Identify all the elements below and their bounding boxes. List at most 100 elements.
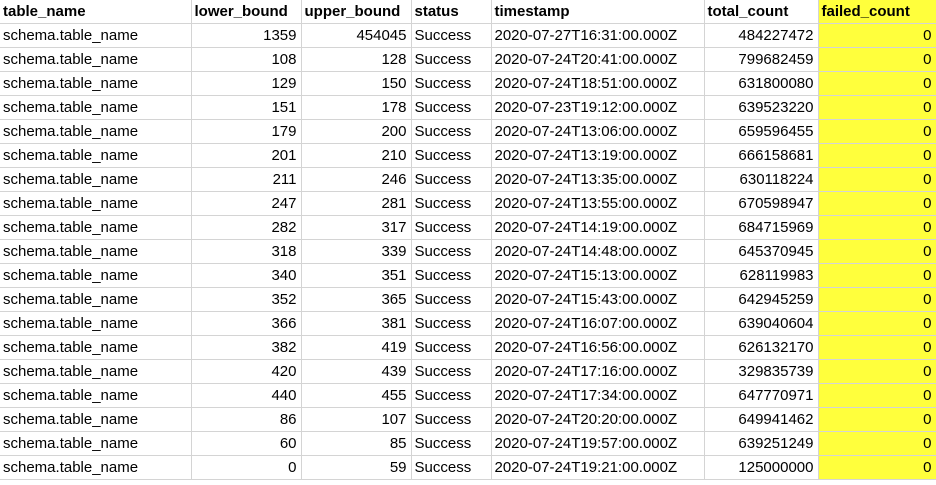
cell-upper-bound[interactable]: 178 bbox=[301, 95, 412, 120]
cell-timestamp[interactable]: 2020-07-24T19:57:00.000Z bbox=[491, 431, 705, 456]
cell-failed-count[interactable]: 0 bbox=[818, 215, 936, 240]
cell-table-name[interactable]: schema.table_name bbox=[0, 455, 192, 480]
cell-table-name[interactable]: schema.table_name bbox=[0, 407, 192, 432]
cell-failed-count[interactable]: 0 bbox=[818, 335, 936, 360]
cell-timestamp[interactable]: 2020-07-24T13:35:00.000Z bbox=[491, 167, 705, 192]
cell-upper-bound[interactable]: 281 bbox=[301, 191, 412, 216]
cell-failed-count[interactable]: 0 bbox=[818, 47, 936, 72]
cell-upper-bound[interactable]: 317 bbox=[301, 215, 412, 240]
cell-timestamp[interactable]: 2020-07-24T13:19:00.000Z bbox=[491, 143, 705, 168]
cell-total-count[interactable]: 659596455 bbox=[704, 119, 819, 144]
cell-failed-count[interactable]: 0 bbox=[818, 119, 936, 144]
cell-table-name[interactable]: schema.table_name bbox=[0, 263, 192, 288]
cell-failed-count[interactable]: 0 bbox=[818, 359, 936, 384]
cell-total-count[interactable]: 125000000 bbox=[704, 455, 819, 480]
cell-timestamp[interactable]: 2020-07-24T19:21:00.000Z bbox=[491, 455, 705, 480]
cell-upper-bound[interactable]: 246 bbox=[301, 167, 412, 192]
cell-status[interactable]: Success bbox=[411, 119, 492, 144]
cell-failed-count[interactable]: 0 bbox=[818, 191, 936, 216]
cell-upper-bound[interactable]: 107 bbox=[301, 407, 412, 432]
cell-status[interactable]: Success bbox=[411, 143, 492, 168]
cell-status[interactable]: Success bbox=[411, 167, 492, 192]
cell-timestamp[interactable]: 2020-07-24T15:13:00.000Z bbox=[491, 263, 705, 288]
cell-status[interactable]: Success bbox=[411, 191, 492, 216]
cell-upper-bound[interactable]: 150 bbox=[301, 71, 412, 96]
cell-timestamp[interactable]: 2020-07-24T17:34:00.000Z bbox=[491, 383, 705, 408]
cell-failed-count[interactable]: 0 bbox=[818, 431, 936, 456]
cell-upper-bound[interactable]: 419 bbox=[301, 335, 412, 360]
cell-timestamp[interactable]: 2020-07-24T20:20:00.000Z bbox=[491, 407, 705, 432]
cell-table-name[interactable]: schema.table_name bbox=[0, 359, 192, 384]
cell-status[interactable]: Success bbox=[411, 239, 492, 264]
cell-lower-bound[interactable]: 151 bbox=[191, 95, 302, 120]
cell-table-name[interactable]: schema.table_name bbox=[0, 311, 192, 336]
cell-table-name[interactable]: schema.table_name bbox=[0, 71, 192, 96]
cell-timestamp[interactable]: 2020-07-24T13:06:00.000Z bbox=[491, 119, 705, 144]
cell-upper-bound[interactable]: 210 bbox=[301, 143, 412, 168]
cell-table-name[interactable]: schema.table_name bbox=[0, 95, 192, 120]
cell-status[interactable]: Success bbox=[411, 287, 492, 312]
cell-lower-bound[interactable]: 282 bbox=[191, 215, 302, 240]
cell-table-name[interactable]: schema.table_name bbox=[0, 239, 192, 264]
cell-status[interactable]: Success bbox=[411, 215, 492, 240]
cell-status[interactable]: Success bbox=[411, 431, 492, 456]
cell-lower-bound[interactable]: 352 bbox=[191, 287, 302, 312]
cell-table-name[interactable]: schema.table_name bbox=[0, 191, 192, 216]
cell-total-count[interactable]: 639251249 bbox=[704, 431, 819, 456]
cell-timestamp[interactable]: 2020-07-24T14:48:00.000Z bbox=[491, 239, 705, 264]
header-cell-total-count[interactable]: total_count bbox=[704, 0, 819, 24]
cell-status[interactable]: Success bbox=[411, 47, 492, 72]
cell-status[interactable]: Success bbox=[411, 71, 492, 96]
header-cell-table-name[interactable]: table_name bbox=[0, 0, 192, 24]
cell-upper-bound[interactable]: 454045 bbox=[301, 23, 412, 48]
cell-lower-bound[interactable]: 340 bbox=[191, 263, 302, 288]
cell-status[interactable]: Success bbox=[411, 263, 492, 288]
cell-lower-bound[interactable]: 440 bbox=[191, 383, 302, 408]
cell-failed-count[interactable]: 0 bbox=[818, 383, 936, 408]
cell-lower-bound[interactable]: 1359 bbox=[191, 23, 302, 48]
cell-table-name[interactable]: schema.table_name bbox=[0, 143, 192, 168]
cell-failed-count[interactable]: 0 bbox=[818, 239, 936, 264]
cell-lower-bound[interactable]: 382 bbox=[191, 335, 302, 360]
cell-total-count[interactable]: 639040604 bbox=[704, 311, 819, 336]
cell-status[interactable]: Success bbox=[411, 311, 492, 336]
cell-lower-bound[interactable]: 420 bbox=[191, 359, 302, 384]
cell-lower-bound[interactable]: 0 bbox=[191, 455, 302, 480]
cell-table-name[interactable]: schema.table_name bbox=[0, 431, 192, 456]
cell-status[interactable]: Success bbox=[411, 335, 492, 360]
cell-timestamp[interactable]: 2020-07-24T17:16:00.000Z bbox=[491, 359, 705, 384]
cell-lower-bound[interactable]: 86 bbox=[191, 407, 302, 432]
cell-total-count[interactable]: 639523220 bbox=[704, 95, 819, 120]
cell-lower-bound[interactable]: 108 bbox=[191, 47, 302, 72]
cell-status[interactable]: Success bbox=[411, 407, 492, 432]
cell-failed-count[interactable]: 0 bbox=[818, 263, 936, 288]
cell-upper-bound[interactable]: 85 bbox=[301, 431, 412, 456]
cell-total-count[interactable]: 649941462 bbox=[704, 407, 819, 432]
cell-lower-bound[interactable]: 318 bbox=[191, 239, 302, 264]
cell-timestamp[interactable]: 2020-07-24T15:43:00.000Z bbox=[491, 287, 705, 312]
cell-table-name[interactable]: schema.table_name bbox=[0, 335, 192, 360]
cell-status[interactable]: Success bbox=[411, 95, 492, 120]
cell-lower-bound[interactable]: 129 bbox=[191, 71, 302, 96]
cell-status[interactable]: Success bbox=[411, 23, 492, 48]
cell-total-count[interactable]: 630118224 bbox=[704, 167, 819, 192]
cell-lower-bound[interactable]: 201 bbox=[191, 143, 302, 168]
cell-total-count[interactable]: 628119983 bbox=[704, 263, 819, 288]
cell-total-count[interactable]: 684715969 bbox=[704, 215, 819, 240]
cell-failed-count[interactable]: 0 bbox=[818, 287, 936, 312]
cell-total-count[interactable]: 799682459 bbox=[704, 47, 819, 72]
cell-table-name[interactable]: schema.table_name bbox=[0, 119, 192, 144]
cell-total-count[interactable]: 626132170 bbox=[704, 335, 819, 360]
cell-failed-count[interactable]: 0 bbox=[818, 95, 936, 120]
cell-failed-count[interactable]: 0 bbox=[818, 167, 936, 192]
cell-failed-count[interactable]: 0 bbox=[818, 143, 936, 168]
cell-upper-bound[interactable]: 455 bbox=[301, 383, 412, 408]
cell-total-count[interactable]: 484227472 bbox=[704, 23, 819, 48]
cell-timestamp[interactable]: 2020-07-27T16:31:00.000Z bbox=[491, 23, 705, 48]
cell-timestamp[interactable]: 2020-07-24T20:41:00.000Z bbox=[491, 47, 705, 72]
cell-failed-count[interactable]: 0 bbox=[818, 23, 936, 48]
cell-table-name[interactable]: schema.table_name bbox=[0, 383, 192, 408]
cell-total-count[interactable]: 631800080 bbox=[704, 71, 819, 96]
cell-upper-bound[interactable]: 381 bbox=[301, 311, 412, 336]
cell-lower-bound[interactable]: 211 bbox=[191, 167, 302, 192]
